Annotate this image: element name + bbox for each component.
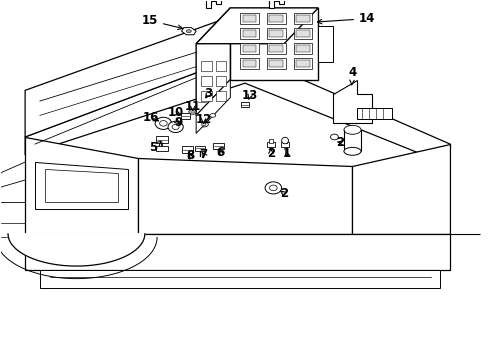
Bar bbox=[195, 145, 205, 151]
Polygon shape bbox=[357, 108, 392, 119]
Text: 1: 1 bbox=[282, 147, 291, 159]
Bar bbox=[156, 146, 168, 151]
Bar bbox=[294, 58, 313, 69]
Bar bbox=[240, 58, 259, 69]
Bar bbox=[240, 43, 259, 54]
Bar bbox=[240, 13, 259, 24]
Bar bbox=[281, 142, 289, 147]
Bar bbox=[216, 91, 226, 101]
Bar bbox=[270, 45, 283, 52]
Bar bbox=[201, 76, 212, 86]
Bar bbox=[156, 136, 168, 143]
Bar bbox=[296, 60, 310, 67]
Polygon shape bbox=[25, 54, 450, 166]
Ellipse shape bbox=[282, 137, 289, 144]
Bar bbox=[267, 142, 275, 147]
Circle shape bbox=[160, 121, 167, 126]
Polygon shape bbox=[45, 169, 118, 202]
Ellipse shape bbox=[344, 125, 361, 134]
Polygon shape bbox=[181, 28, 196, 35]
Bar bbox=[270, 30, 283, 37]
Bar bbox=[216, 76, 226, 86]
Text: 9: 9 bbox=[174, 116, 182, 129]
Bar bbox=[267, 28, 286, 39]
Text: 4: 4 bbox=[348, 66, 357, 85]
Bar bbox=[267, 13, 286, 24]
Polygon shape bbox=[196, 8, 230, 116]
Circle shape bbox=[155, 117, 172, 129]
Polygon shape bbox=[318, 26, 333, 62]
Polygon shape bbox=[40, 270, 441, 288]
Bar bbox=[296, 15, 310, 22]
Ellipse shape bbox=[198, 122, 208, 127]
Polygon shape bbox=[450, 144, 480, 234]
Bar bbox=[216, 61, 226, 71]
Bar bbox=[201, 91, 212, 101]
Bar bbox=[296, 45, 310, 52]
Polygon shape bbox=[333, 80, 372, 123]
Text: 13: 13 bbox=[242, 89, 258, 102]
Polygon shape bbox=[25, 12, 245, 137]
Text: 2: 2 bbox=[267, 147, 275, 159]
Text: 12: 12 bbox=[196, 113, 212, 126]
Bar bbox=[196, 99, 207, 104]
Polygon shape bbox=[352, 144, 450, 234]
Bar bbox=[269, 139, 273, 143]
Bar bbox=[296, 30, 310, 37]
Bar bbox=[241, 102, 249, 107]
Text: 10: 10 bbox=[168, 106, 184, 119]
Polygon shape bbox=[8, 234, 145, 266]
Polygon shape bbox=[196, 8, 318, 44]
Ellipse shape bbox=[186, 30, 191, 33]
Circle shape bbox=[265, 182, 282, 194]
Bar bbox=[267, 58, 286, 69]
Bar bbox=[240, 28, 259, 39]
Ellipse shape bbox=[331, 134, 338, 140]
Bar bbox=[294, 13, 313, 24]
Polygon shape bbox=[270, 0, 284, 8]
Bar bbox=[243, 45, 256, 52]
Polygon shape bbox=[35, 162, 128, 209]
Text: 15: 15 bbox=[142, 14, 182, 30]
Ellipse shape bbox=[210, 114, 216, 117]
Text: 2: 2 bbox=[336, 136, 344, 149]
Polygon shape bbox=[25, 234, 450, 270]
Circle shape bbox=[270, 185, 277, 191]
Bar bbox=[243, 60, 256, 67]
Text: 3: 3 bbox=[204, 87, 213, 100]
Polygon shape bbox=[138, 158, 352, 234]
Ellipse shape bbox=[201, 123, 206, 126]
Text: 8: 8 bbox=[186, 149, 195, 162]
Text: 6: 6 bbox=[217, 145, 225, 158]
Bar bbox=[270, 15, 283, 22]
Text: 14: 14 bbox=[318, 12, 375, 25]
Bar bbox=[182, 146, 193, 153]
Text: 7: 7 bbox=[199, 148, 208, 161]
Circle shape bbox=[172, 124, 179, 130]
Bar bbox=[243, 30, 256, 37]
Ellipse shape bbox=[191, 111, 195, 113]
Polygon shape bbox=[206, 0, 220, 8]
Bar bbox=[267, 43, 286, 54]
Text: 16: 16 bbox=[143, 111, 159, 124]
Bar bbox=[294, 28, 313, 39]
Circle shape bbox=[168, 121, 183, 132]
Polygon shape bbox=[196, 80, 230, 134]
Bar bbox=[181, 113, 190, 119]
Bar bbox=[283, 139, 288, 143]
Text: 2: 2 bbox=[280, 187, 288, 200]
Bar bbox=[201, 61, 212, 71]
Text: 11: 11 bbox=[185, 100, 201, 113]
Bar bbox=[294, 43, 313, 54]
Ellipse shape bbox=[189, 109, 196, 114]
Text: 5: 5 bbox=[149, 141, 161, 154]
Bar bbox=[243, 15, 256, 22]
Ellipse shape bbox=[344, 147, 361, 155]
Polygon shape bbox=[230, 8, 318, 80]
Polygon shape bbox=[25, 137, 138, 234]
Bar bbox=[270, 60, 283, 67]
Bar bbox=[213, 143, 223, 149]
